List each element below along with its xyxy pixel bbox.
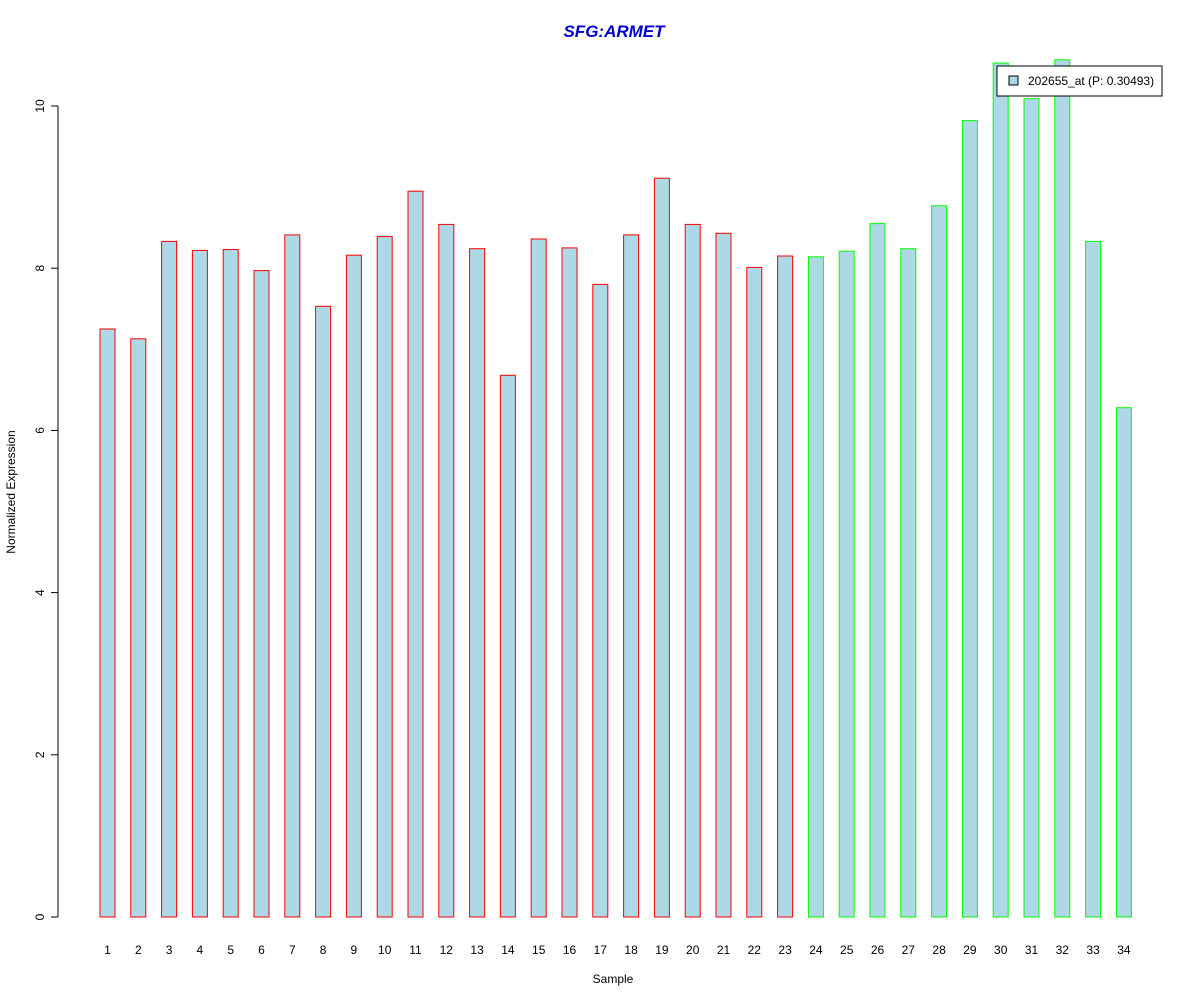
bar [191,249,208,918]
bar [222,249,239,918]
bars [99,59,1132,918]
bar [499,374,516,918]
x-tick-label: 2 [135,943,142,957]
x-tick-label: 32 [1056,943,1070,957]
x-tick-label: 22 [748,943,762,957]
bar [407,190,424,918]
bar [931,205,948,918]
x-tick-label: 4 [197,943,204,957]
chart-title: SFG:ARMET [563,22,666,41]
bar [315,305,332,918]
x-tick-label: 12 [440,943,454,957]
x-tick-label: 10 [378,943,392,957]
bar [376,236,393,918]
bar [284,234,301,918]
bar [777,255,794,918]
x-tick-label: 13 [470,943,484,957]
bar [653,177,670,918]
bar [715,232,732,918]
x-tick-label: 16 [563,943,577,957]
x-tick-label: 5 [227,943,234,957]
x-tick-label: 33 [1086,943,1100,957]
x-tick-label: 26 [871,943,885,957]
bar [469,248,486,918]
x-tick-label: 1 [104,943,111,957]
bar [961,120,978,918]
x-tick-label: 25 [840,943,854,957]
bar [838,250,855,918]
x-tick-label: 18 [624,943,638,957]
bar [1023,98,1040,918]
legend-box [996,65,1163,97]
y-tick-label: 2 [33,751,47,758]
x-tick-label: 8 [320,943,327,957]
legend: 202655_at (P: 0.30493) [996,65,1163,97]
x-tick-label: 23 [778,943,792,957]
y-tick-label: 4 [33,589,47,596]
y-axis: 0 2 4 6 8 10 [33,99,59,920]
bar [1115,407,1132,918]
x-tick-label: 11 [409,943,422,957]
y-tick-label: 10 [33,99,47,113]
bar [623,234,640,918]
bar [530,238,547,918]
y-tick-label: 0 [33,913,47,920]
x-tick-label: 14 [501,943,515,957]
bar [900,248,917,918]
legend-label: 202655_at (P: 0.30493) [1028,74,1154,88]
x-tick-label: 19 [655,943,669,957]
bar [684,223,701,918]
x-tick-label: 20 [686,943,700,957]
legend-swatch [1008,75,1019,86]
bar [746,266,763,918]
x-tick-label: 7 [289,943,296,957]
y-tick-label: 8 [33,265,47,272]
bar [869,223,886,918]
bar [161,240,178,918]
bar [592,283,609,918]
x-tick-label: 29 [963,943,977,957]
x-tick-label: 21 [717,943,731,957]
bar [345,254,362,918]
x-tick-label: 9 [351,943,358,957]
bar [130,338,147,918]
x-tick-label: 17 [594,943,608,957]
bar [807,256,824,918]
y-tick-label: 6 [33,427,47,434]
x-axis-label: Sample [593,972,634,986]
x-tick-label: 27 [902,943,916,957]
bar [561,247,578,918]
bar [438,223,455,918]
x-tick-label: 15 [532,943,546,957]
x-tick-label: 28 [932,943,946,957]
x-tick-label: 34 [1117,943,1131,957]
bar [1085,240,1102,918]
x-tick-label: 6 [258,943,265,957]
x-axis-tick-labels: 1 2 3 4 5 6 7 8 9 10 11 12 13 14 15 16 17 18 19 20 21 22 23 24 2… [104,943,1131,957]
bar [1054,59,1071,918]
x-tick-label: 3 [166,943,173,957]
bar [992,62,1009,918]
x-tick-label: 24 [809,943,823,957]
bar [99,328,116,918]
x-tick-label: 31 [1025,943,1039,957]
bar [253,270,270,918]
x-tick-label: 30 [994,943,1008,957]
y-axis-label: Normalized Expression [4,430,18,553]
